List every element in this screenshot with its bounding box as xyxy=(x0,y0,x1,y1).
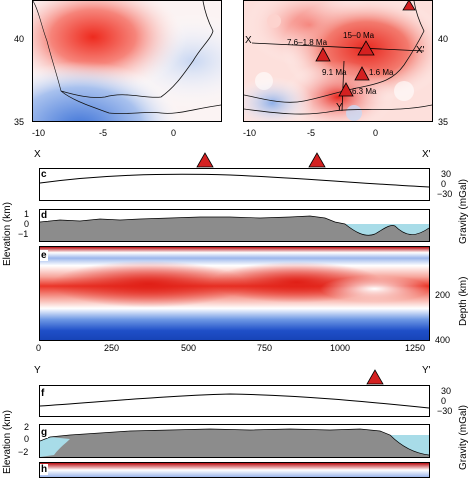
section-x-end: X' xyxy=(422,149,431,160)
volcano-icon xyxy=(308,152,326,168)
volcano-markers-map xyxy=(315,0,416,97)
volcano-icon xyxy=(357,40,375,56)
elevation-tick: −1 xyxy=(18,229,29,239)
map-left-lat-35: 35 xyxy=(14,117,25,127)
panel-c-label: c xyxy=(40,169,48,180)
panel-f-gravity xyxy=(39,385,430,417)
map-right-lon-m5: -5 xyxy=(307,128,316,138)
map-right-field xyxy=(244,1,432,121)
distance-tick: 1000 xyxy=(330,343,351,353)
panel-g-elevation xyxy=(39,424,430,458)
map-left-lat-40: 40 xyxy=(14,34,25,44)
panel-e-tomography xyxy=(39,246,430,341)
elevation-axis-title-bottom: Elevation (km) xyxy=(2,410,13,474)
map-section-y: Y xyxy=(336,102,343,113)
depth-tick: 200 xyxy=(435,290,451,300)
distance-tick: 0 xyxy=(36,343,42,353)
gravity-axis-title-bottom: Gravity (mGal) xyxy=(458,405,469,470)
map-right-lat-35: 35 xyxy=(438,117,449,127)
panel-h-label: h xyxy=(40,464,49,475)
gravity-tick: −30 xyxy=(437,189,453,199)
panel-c-gravity xyxy=(39,168,430,201)
panel-f-label: f xyxy=(40,388,46,399)
map-left-field xyxy=(33,1,221,121)
map-left-lon-m5: -5 xyxy=(99,128,108,138)
section-y-end: Y' xyxy=(422,365,431,376)
elevation-axis-title-top: Elevation (km) xyxy=(2,202,13,266)
volcano-age-label: 15–0 Ma xyxy=(343,31,375,40)
map-section-xprime: X' xyxy=(416,45,425,56)
section-y-start: Y xyxy=(34,365,41,376)
map-right-lon-m10: -10 xyxy=(243,128,257,138)
map-left-lon-0: 0 xyxy=(171,128,177,138)
elevation-tick: 2 xyxy=(24,422,30,432)
map-right-lat-40: 40 xyxy=(438,34,449,44)
volcano-icon xyxy=(402,0,416,11)
depth-tick: 400 xyxy=(435,335,451,345)
elevation-tick: 0 xyxy=(24,219,30,229)
panel-h-tomography xyxy=(39,462,430,478)
distance-tick: 750 xyxy=(257,343,273,353)
elevation-tick: 1 xyxy=(24,209,30,219)
depth-axis-title: Depth (km) xyxy=(458,276,469,326)
volcano-icon xyxy=(315,47,331,62)
gravity-tick: 30 xyxy=(441,169,452,179)
gravity-tick: −30 xyxy=(437,406,453,416)
volcano-age-label: 9.1 Ma xyxy=(322,68,347,77)
map-left-lon-m10: -10 xyxy=(32,128,46,138)
volcano-icon xyxy=(366,369,384,385)
map-section-x: X xyxy=(245,35,252,46)
volcano-age-label: 6.3 Ma xyxy=(352,87,377,96)
section-x-start: X xyxy=(34,149,41,160)
gravity-tick: 0 xyxy=(441,396,447,406)
volcano-age-label: 1.6 Ma xyxy=(369,68,394,77)
panel-g-label: g xyxy=(40,427,49,438)
map-right xyxy=(243,0,433,122)
panel-d-elevation xyxy=(39,209,430,242)
elevation-tick: −2 xyxy=(18,447,29,457)
map-left xyxy=(32,0,222,122)
panel-e-label: e xyxy=(40,250,48,261)
volcano-icon xyxy=(338,82,354,97)
volcano-icon xyxy=(196,152,214,168)
gravity-tick: 30 xyxy=(441,386,452,396)
distance-tick: 1250 xyxy=(405,343,426,353)
gravity-tick: 0 xyxy=(441,179,447,189)
distance-tick: 500 xyxy=(181,343,197,353)
panel-d-label: d xyxy=(40,210,49,221)
map-right-lon-0: 0 xyxy=(373,128,379,138)
volcano-markers-xx xyxy=(196,152,326,168)
distance-tick: 250 xyxy=(104,343,120,353)
gravity-axis-title-top: Gravity (mGal) xyxy=(458,179,469,244)
volcano-markers-yy xyxy=(366,369,384,385)
elevation-tick: 0 xyxy=(24,434,30,444)
volcano-icon xyxy=(354,66,370,81)
volcano-age-label: 7.6–1.8 Ma xyxy=(287,38,328,47)
